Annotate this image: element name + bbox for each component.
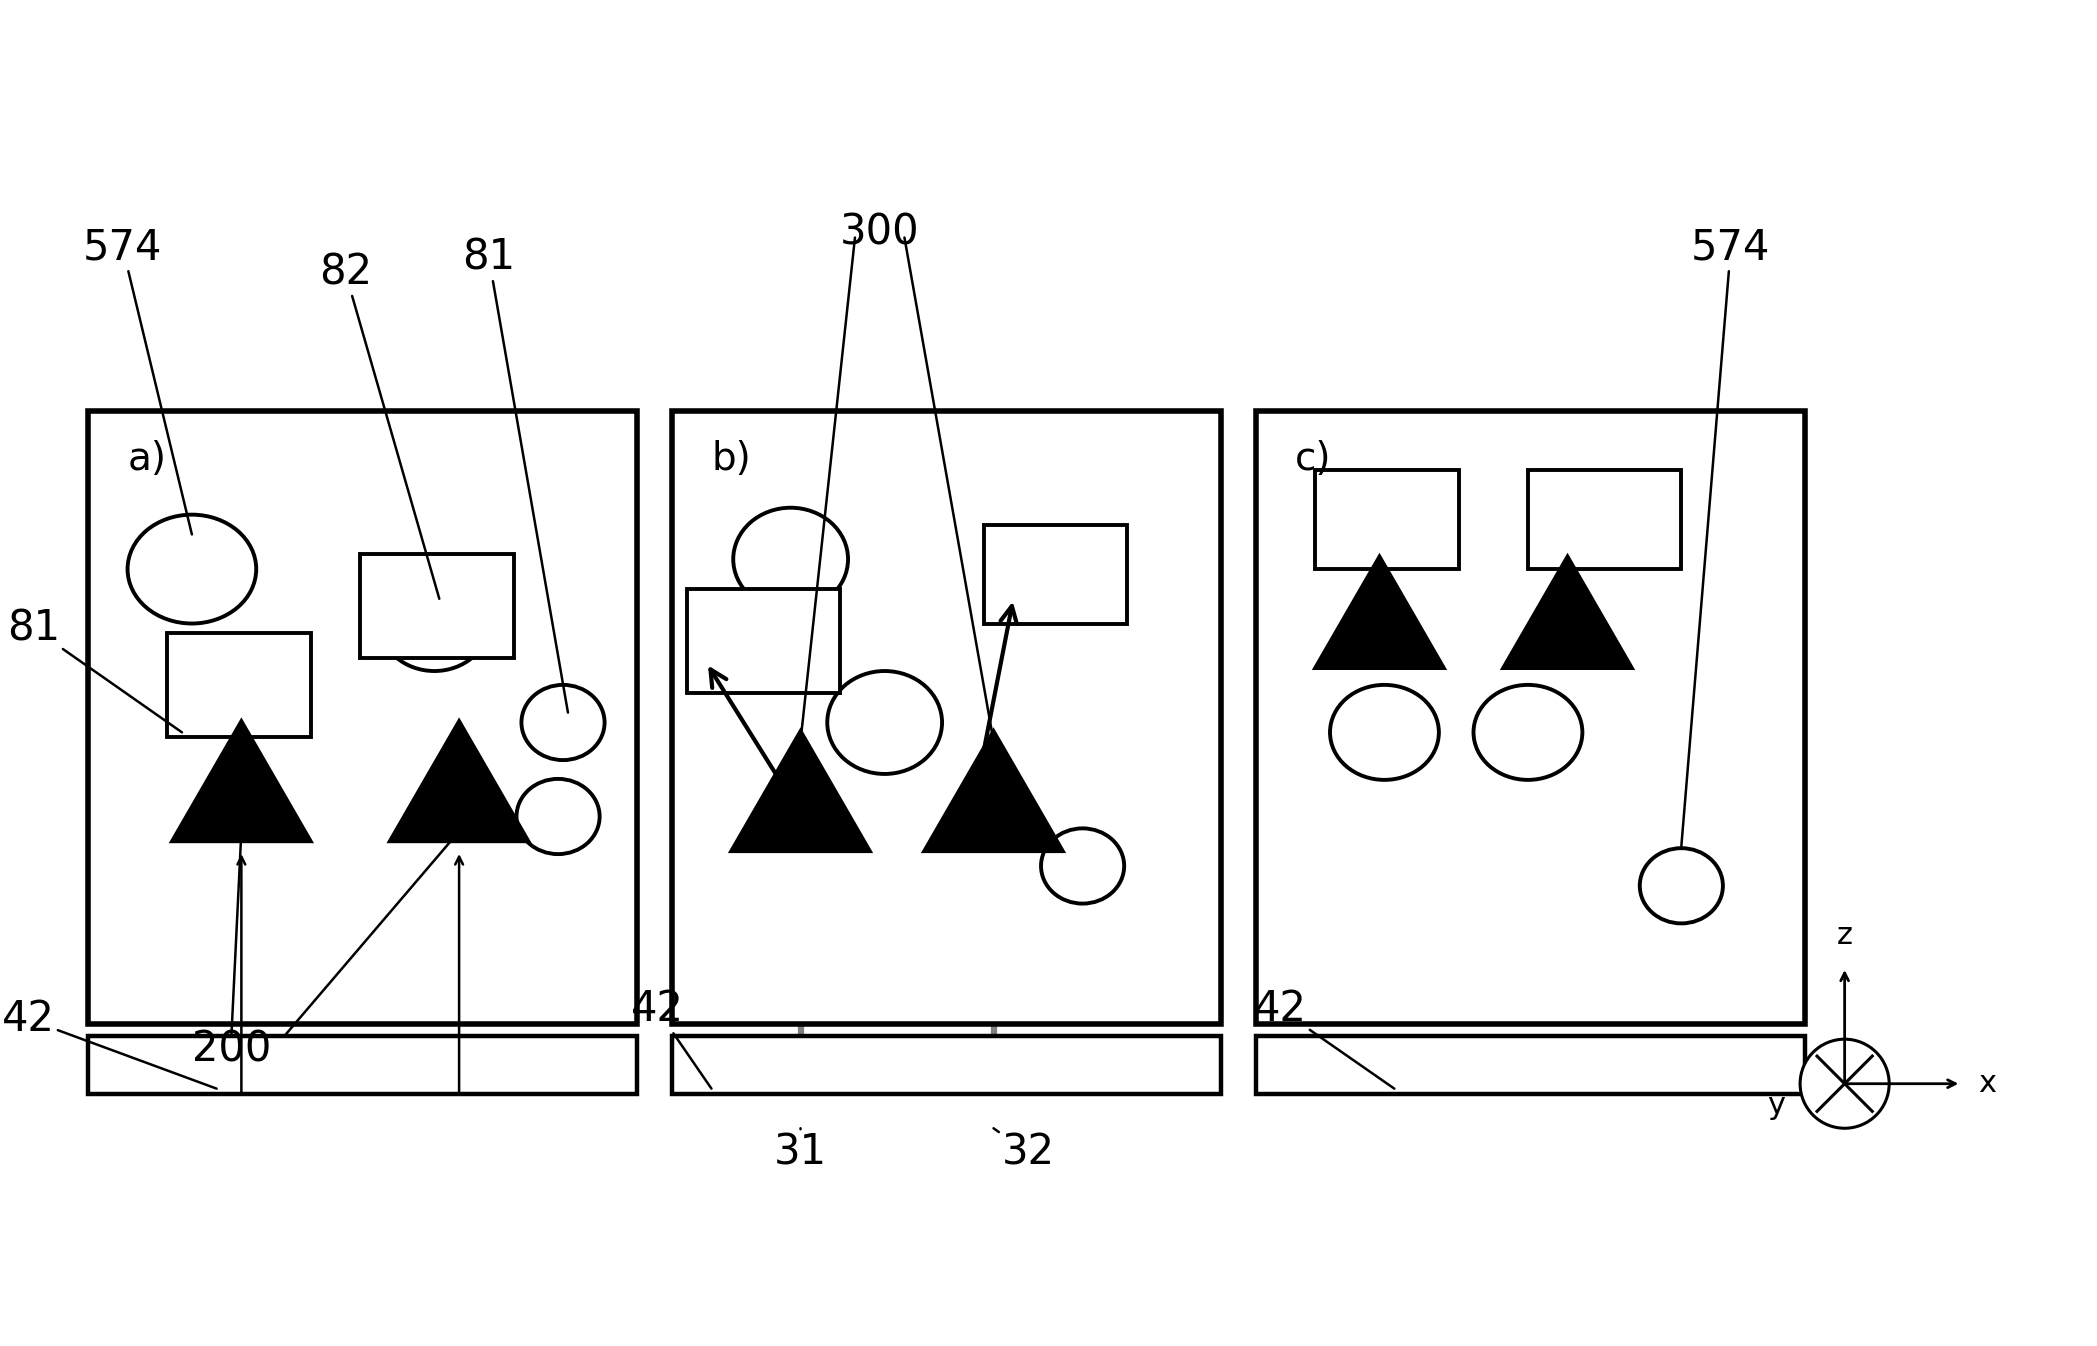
Text: y: y: [1768, 1092, 1785, 1120]
Text: 42: 42: [631, 988, 711, 1089]
Text: 574: 574: [1682, 226, 1770, 847]
Ellipse shape: [1040, 828, 1124, 903]
Text: c): c): [1296, 440, 1332, 478]
Text: 300: 300: [841, 211, 918, 253]
Ellipse shape: [380, 576, 489, 672]
Text: 31: 31: [774, 1128, 826, 1174]
Text: 82: 82: [319, 252, 438, 599]
Ellipse shape: [826, 672, 942, 774]
Bar: [361, 555, 514, 658]
Polygon shape: [172, 721, 310, 841]
Bar: [1529, 470, 1682, 569]
Bar: [686, 590, 841, 693]
Ellipse shape: [1474, 685, 1583, 779]
Polygon shape: [1315, 557, 1445, 668]
Text: z: z: [1837, 921, 1852, 950]
Ellipse shape: [522, 685, 604, 760]
Ellipse shape: [1329, 685, 1439, 779]
Bar: [671, 1036, 1220, 1093]
Bar: [88, 1036, 637, 1093]
Text: 81: 81: [6, 607, 182, 732]
Polygon shape: [925, 731, 1063, 851]
Bar: [983, 525, 1126, 623]
Ellipse shape: [734, 507, 847, 611]
Text: a): a): [128, 440, 166, 478]
Text: 42: 42: [2, 999, 216, 1089]
Bar: [88, 411, 637, 1024]
Text: 81: 81: [461, 237, 568, 712]
Polygon shape: [1504, 557, 1631, 668]
Polygon shape: [732, 731, 870, 851]
Ellipse shape: [128, 514, 256, 623]
Bar: [671, 411, 1220, 1024]
Text: 574: 574: [84, 226, 193, 534]
Ellipse shape: [516, 779, 600, 855]
Text: 200: 200: [191, 1028, 271, 1070]
Text: 32: 32: [994, 1128, 1055, 1174]
Circle shape: [1799, 1039, 1889, 1128]
Bar: [1256, 411, 1806, 1024]
Text: b): b): [711, 440, 751, 478]
Bar: [1315, 470, 1460, 569]
Bar: [168, 634, 310, 738]
Bar: [1256, 1036, 1806, 1093]
Text: x: x: [1977, 1069, 1996, 1098]
Text: 42: 42: [1254, 988, 1395, 1089]
Polygon shape: [390, 721, 528, 841]
Ellipse shape: [1640, 848, 1724, 923]
